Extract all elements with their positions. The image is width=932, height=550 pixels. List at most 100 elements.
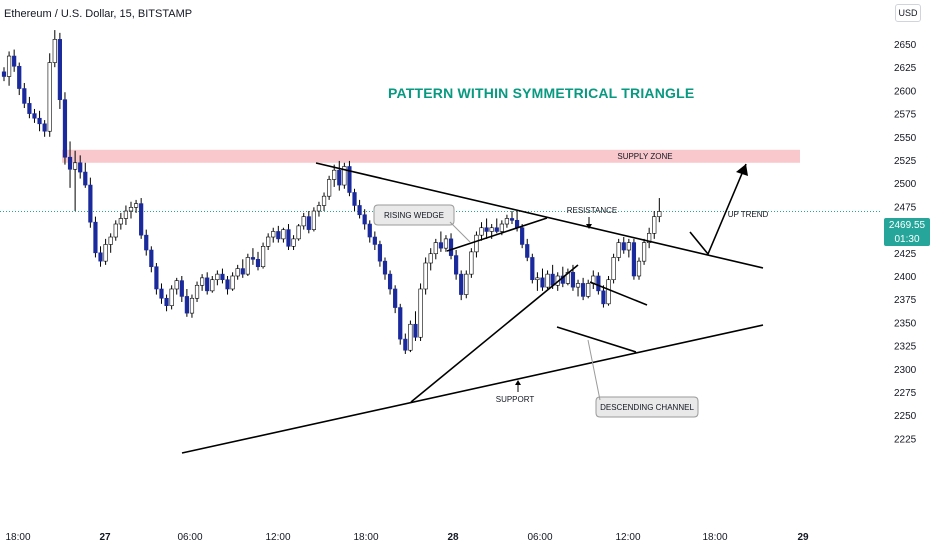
currency-button[interactable]: USD [895,4,921,22]
bull-candle-body [545,273,550,288]
candle [418,283,423,341]
y-tick-label: 2600 [894,86,917,97]
candle [443,235,449,252]
candle [601,285,606,308]
bear-candle-body [413,323,418,338]
candle [641,238,647,265]
candle [631,238,637,280]
candle [362,209,367,230]
candle [210,276,215,293]
supply-zone-label: SUPPLY ZONE [617,152,672,161]
candle [469,248,474,278]
bear-candle-body [286,229,291,247]
candle [1,67,7,82]
candle [276,225,281,243]
bull-candle-body [230,275,235,290]
bear-candle-body [255,258,261,268]
bull-candle-body [118,218,123,225]
descending-channel-pointer [587,339,601,401]
up-trend-arrowhead [736,164,748,176]
bull-candle-body [6,55,12,77]
bear-candle-body [372,236,377,245]
candle [98,246,103,267]
x-tick-label: 18:00 [353,532,378,543]
candle [428,248,433,271]
candle [535,272,540,291]
candle [301,212,306,230]
candle [591,270,596,289]
y-tick-label: 2425 [894,249,917,260]
descending-channel-callout: DESCENDING CHANNEL [587,339,699,418]
bear-candle-body [438,242,443,249]
x-tick-label: 29 [797,532,809,543]
bear-candle-body [393,288,398,308]
resistance-label: RESISTANCE [567,206,618,215]
rising-wedge-upper-line [446,217,548,252]
bull-candle-body [641,242,647,262]
candle [504,214,510,228]
bull-candle-body [245,257,250,275]
bull-candle-body [489,227,494,232]
candle [240,259,245,278]
y-tick-label: 2550 [894,133,917,144]
candle [22,82,27,109]
candle [347,160,352,197]
candle [225,276,230,295]
bull-candle-body [575,283,581,288]
candle [291,235,296,251]
candle [118,212,123,230]
x-tick-label: 18:00 [702,532,727,543]
last-price-value: 2469.55 [888,220,926,231]
bull-candle-body [189,297,195,314]
rising-wedge-pointer [449,221,471,243]
candle [189,294,195,318]
bear-candle-body [62,99,68,158]
up-trend-path [689,163,747,256]
bear-candle-body [530,257,535,281]
symbol-title: Ethereum / U.S. Dollar, 15, BITSTAMP [4,8,193,20]
candle [250,248,256,265]
bear-candle-body [240,268,245,275]
bear-candle-body [403,338,408,351]
bull-candle-body [418,288,423,338]
bear-candle-body [596,275,601,292]
bear-candle-body [250,257,256,260]
candle [423,257,428,295]
y-tick-label: 2500 [894,179,917,190]
candle [586,279,591,299]
bull-candle-body [586,283,591,297]
bull-candle-body [291,238,296,247]
bull-candle-body [474,234,479,253]
bull-candle-body [443,238,449,249]
bear-candle-body [398,307,403,340]
bear-candle-body [1,71,7,77]
y-tick-label: 2350 [894,318,917,329]
bear-candle-body [83,171,88,186]
pattern-title: PATTERN WITHIN SYMMETRICAL TRIANGLE [388,85,695,101]
candle [621,237,626,254]
triangle-support-line [181,324,764,454]
candle [454,250,459,280]
bear-candle-body [67,156,73,170]
candle [327,175,332,200]
bear-candle-body [362,214,367,225]
candle [652,211,657,239]
bull-candle-body [535,277,540,281]
bear-candle-body [454,255,459,275]
bull-candle-body [657,211,662,217]
bull-candle-body [194,284,200,299]
candle [464,270,469,299]
candle [316,201,322,217]
candle [337,160,342,191]
bear-candle-body [98,252,103,262]
candle [159,283,164,304]
channel-upper-line [589,281,648,306]
candle [525,238,530,262]
bear-candle-body [184,296,189,314]
descending-channel-box [595,396,699,418]
candle [42,120,47,137]
candle [657,198,662,223]
candle [611,253,616,284]
bull-candle-body [433,242,438,255]
candle [200,274,205,291]
